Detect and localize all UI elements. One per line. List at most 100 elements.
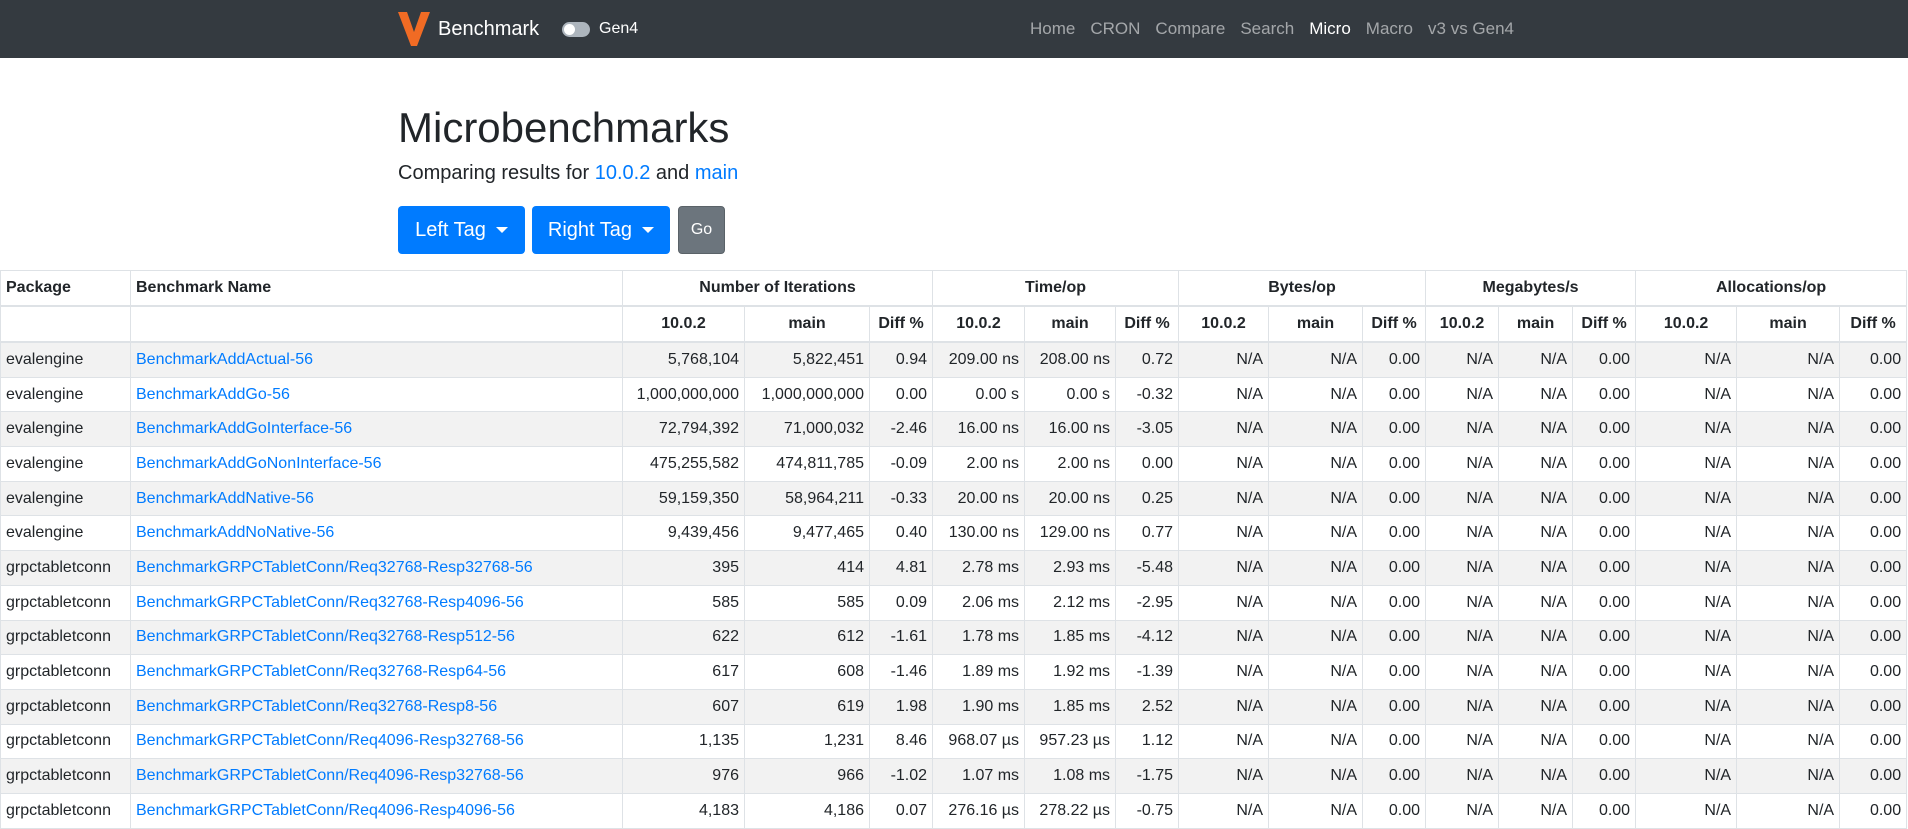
table-row: evalengine BenchmarkAddGoNonInterface-56 4… xyxy=(0,446,1908,482)
value-cell: N/A xyxy=(1425,341,1500,378)
value-cell: 0.00 xyxy=(1839,376,1908,413)
value-cell: 1.07 ms xyxy=(932,758,1026,794)
value-cell: N/A xyxy=(1268,723,1364,760)
value-cell: N/A xyxy=(1498,341,1574,378)
benchmark-link[interactable]: BenchmarkGRPCTabletConn/Req4096-Resp3276… xyxy=(130,723,623,760)
value-cell: N/A xyxy=(1425,480,1500,517)
value-cell: 0.00 xyxy=(1839,341,1908,378)
value-cell: 16.00 ns xyxy=(1024,411,1117,448)
package-cell: grpctabletconn xyxy=(0,584,131,621)
value-cell: 0.00 xyxy=(1362,723,1427,760)
value-cell: N/A xyxy=(1498,792,1574,829)
benchmark-link[interactable]: BenchmarkGRPCTabletConn/Req4096-Resp4096… xyxy=(130,792,623,829)
value-cell: 129.00 ns xyxy=(1024,515,1117,552)
left-link[interactable]: 10.0.2 xyxy=(594,162,651,184)
benchmark-link[interactable]: BenchmarkAddGoNonInterface-56 xyxy=(130,446,623,482)
value-cell: 1,231 xyxy=(744,723,870,760)
value-cell: 0.00 xyxy=(868,376,934,413)
value-cell: N/A xyxy=(1635,723,1738,760)
value-cell: N/A xyxy=(1425,792,1500,829)
nav-link[interactable]: CRON xyxy=(1090,19,1141,38)
left-tag-button[interactable]: Left Tag xyxy=(398,206,525,254)
value-cell: 0.00 xyxy=(1362,654,1427,690)
subtitle: Comparing results for 10.0.2 and main xyxy=(398,162,738,185)
value-cell: 16.00 ns xyxy=(932,411,1026,448)
value-cell: 1.89 ms xyxy=(932,654,1026,690)
benchmark-link[interactable]: BenchmarkGRPCTabletConn/Req32768-Resp512… xyxy=(130,619,623,656)
value-cell: N/A xyxy=(1178,480,1270,517)
group-header: Allocations/op xyxy=(1635,270,1908,307)
benchmark-link[interactable]: BenchmarkGRPCTabletConn/Req4096-Resp3276… xyxy=(130,758,623,794)
nav-link[interactable]: Micro xyxy=(1309,19,1351,38)
table-row: evalengine BenchmarkAddGoInterface-56 72,7… xyxy=(0,411,1908,448)
benchmark-link[interactable]: BenchmarkAddNoNative-56 xyxy=(130,515,623,552)
nav-link[interactable]: v3 vs Gen4 xyxy=(1428,19,1515,38)
value-cell: 1,135 xyxy=(622,723,745,760)
value-cell: N/A xyxy=(1736,446,1841,482)
value-cell: 414 xyxy=(744,550,870,586)
gen4-toggle[interactable]: Gen4 xyxy=(562,20,638,38)
package-cell: evalengine xyxy=(0,341,131,378)
benchmark-link[interactable]: BenchmarkAddNative-56 xyxy=(130,480,623,517)
benchmark-link[interactable]: BenchmarkGRPCTabletConn/Req32768-Resp327… xyxy=(130,550,623,586)
nav-link[interactable]: Compare xyxy=(1155,19,1226,38)
value-cell: 20.00 ns xyxy=(932,480,1026,517)
group-header: Number of Iterations xyxy=(621,270,934,307)
value-cell: N/A xyxy=(1178,688,1270,725)
column-header: 10.0.2 xyxy=(622,305,745,343)
value-cell: -4.12 xyxy=(1115,619,1180,656)
benchmark-link[interactable]: BenchmarkAddActual-56 xyxy=(130,341,623,378)
value-cell: N/A xyxy=(1635,411,1738,448)
value-cell: 2.06 ms xyxy=(932,584,1026,621)
value-cell: 0.00 xyxy=(1362,550,1427,586)
value-cell: 58,964,211 xyxy=(744,480,870,517)
brand[interactable]: Benchmark xyxy=(398,12,539,46)
right-tag-button[interactable]: Right Tag xyxy=(532,206,670,254)
value-cell: N/A xyxy=(1635,341,1738,378)
value-cell: 622 xyxy=(622,619,745,656)
value-cell: 0.00 xyxy=(1115,446,1180,482)
table-row: evalengine BenchmarkAddActual-56 5,768,104… xyxy=(0,341,1908,378)
value-cell: 0.00 xyxy=(1362,411,1427,448)
column-header: Package xyxy=(0,270,131,307)
group-header: Bytes/op xyxy=(1178,270,1427,307)
switch[interactable] xyxy=(562,21,590,37)
value-cell: N/A xyxy=(1736,480,1841,517)
table-row: grpctabletconn BenchmarkGRPCTabletConn/Re… xyxy=(0,619,1908,656)
nav-link[interactable]: Home xyxy=(1030,19,1076,38)
package-cell: grpctabletconn xyxy=(0,688,131,725)
right-link[interactable]: main xyxy=(694,162,739,184)
benchmark-link[interactable]: BenchmarkGRPCTabletConn/Req32768-Resp8-5… xyxy=(130,688,623,725)
value-cell: 612 xyxy=(744,619,870,656)
value-cell: N/A xyxy=(1635,584,1738,621)
value-cell: 1,000,000,000 xyxy=(622,376,745,413)
benchmark-link[interactable]: BenchmarkGRPCTabletConn/Req32768-Resp409… xyxy=(130,584,623,621)
table-row: evalengine BenchmarkAddNoNative-56 9,439,4… xyxy=(0,515,1908,552)
benchmark-link[interactable]: BenchmarkAddGoInterface-56 xyxy=(130,411,623,448)
go-button[interactable]: Go xyxy=(678,206,725,254)
column-header: Diff % xyxy=(1362,305,1427,343)
column-header: 10.0.2 xyxy=(932,305,1026,343)
benchmark-link[interactable]: BenchmarkAddGo-56 xyxy=(130,376,623,413)
value-cell: 2.00 ns xyxy=(932,446,1026,482)
value-cell: 0.00 xyxy=(1572,792,1637,829)
nav-link[interactable]: Search xyxy=(1240,19,1295,38)
value-cell: 0.00 xyxy=(1362,480,1427,517)
value-cell: N/A xyxy=(1635,515,1738,552)
nav-link[interactable]: Macro xyxy=(1365,19,1414,38)
value-cell: 4.81 xyxy=(868,550,934,586)
value-cell: 966 xyxy=(744,758,870,794)
value-cell: 0.00 xyxy=(1362,341,1427,378)
value-cell: N/A xyxy=(1425,654,1500,690)
value-cell: 1.08 ms xyxy=(1024,758,1117,794)
empty-header xyxy=(0,305,131,343)
value-cell: 0.00 xyxy=(1572,341,1637,378)
value-cell: 0.00 xyxy=(1839,792,1908,829)
value-cell: 0.00 xyxy=(1572,584,1637,621)
column-header: Diff % xyxy=(868,305,934,343)
benchmark-link[interactable]: BenchmarkGRPCTabletConn/Req32768-Resp64-… xyxy=(130,654,623,690)
value-cell: 1.12 xyxy=(1115,723,1180,760)
value-cell: N/A xyxy=(1736,550,1841,586)
column-header: Diff % xyxy=(1115,305,1180,343)
